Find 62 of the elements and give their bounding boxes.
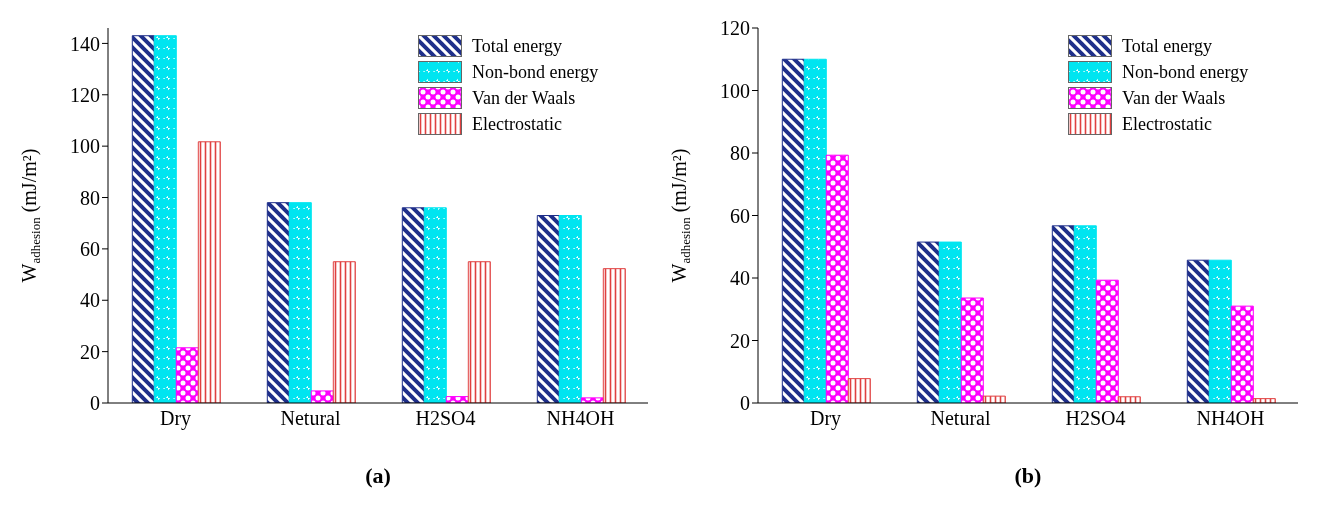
bar [536,215,560,403]
bar [197,141,221,403]
bar [916,241,940,403]
legend-label: Non-bond energy [472,61,599,84]
x-tick-label: NH4OH [1196,407,1265,430]
x-tick-label: H2SO4 [1065,407,1126,430]
y-tick-label: 120 [70,83,100,106]
y-tick-label: 60 [80,237,100,260]
legend-label: Electrostatic [1122,113,1212,136]
y-tick-label: 40 [80,289,100,312]
bar [288,202,312,403]
legend-label: Total energy [1122,35,1212,58]
bar [467,261,491,403]
bar [781,58,805,403]
bar [982,395,1006,403]
y-tick-label: 100 [70,135,100,158]
bar [266,202,290,403]
y-tick-label: 0 [740,392,750,415]
bar [310,390,334,403]
bar [558,215,582,403]
legend-label: Total energy [472,35,562,58]
y-tick-label: 80 [80,186,100,209]
legend-label: Van der Waals [472,87,576,110]
legend-label: Non-bond energy [1122,61,1249,84]
y-tick-label: 20 [730,329,750,352]
bar [1117,396,1141,403]
y-tick-label: 100 [720,79,750,102]
y-tick-label: 120 [720,17,750,40]
bar [401,207,425,403]
bar [847,378,871,403]
bar [1095,279,1119,403]
bar [1230,305,1254,403]
bar [1073,225,1097,403]
x-tick-label: H2SO4 [415,407,476,430]
bar [131,35,155,403]
bar [803,58,827,403]
bar [960,297,984,403]
x-tick-label: Dry [809,407,842,431]
x-tick-label: Dry [159,407,192,431]
y-tick-label: 40 [730,267,750,290]
bar [1208,259,1232,403]
x-tick-label: NH4OH [546,407,615,430]
y-tick-label: 80 [730,142,750,165]
y-tick-label: 60 [730,204,750,227]
bar [1051,225,1075,403]
x-tick-label: Netural [930,407,991,430]
bar [175,347,199,403]
text: (a) [364,463,392,489]
bar [1186,259,1210,403]
text: (b) [1013,463,1043,489]
y-tick-label: 0 [90,392,100,415]
legend-label: Electrostatic [472,113,562,136]
bar [153,35,177,403]
bar [938,241,962,403]
bar [602,268,626,403]
x-tick-label: Netural [280,407,341,430]
y-tick-label: 140 [70,32,100,55]
bar [825,154,849,403]
y-tick-label: 20 [80,340,100,363]
bar [423,207,447,403]
legend-label: Van der Waals [1122,87,1226,110]
bar [332,261,356,403]
